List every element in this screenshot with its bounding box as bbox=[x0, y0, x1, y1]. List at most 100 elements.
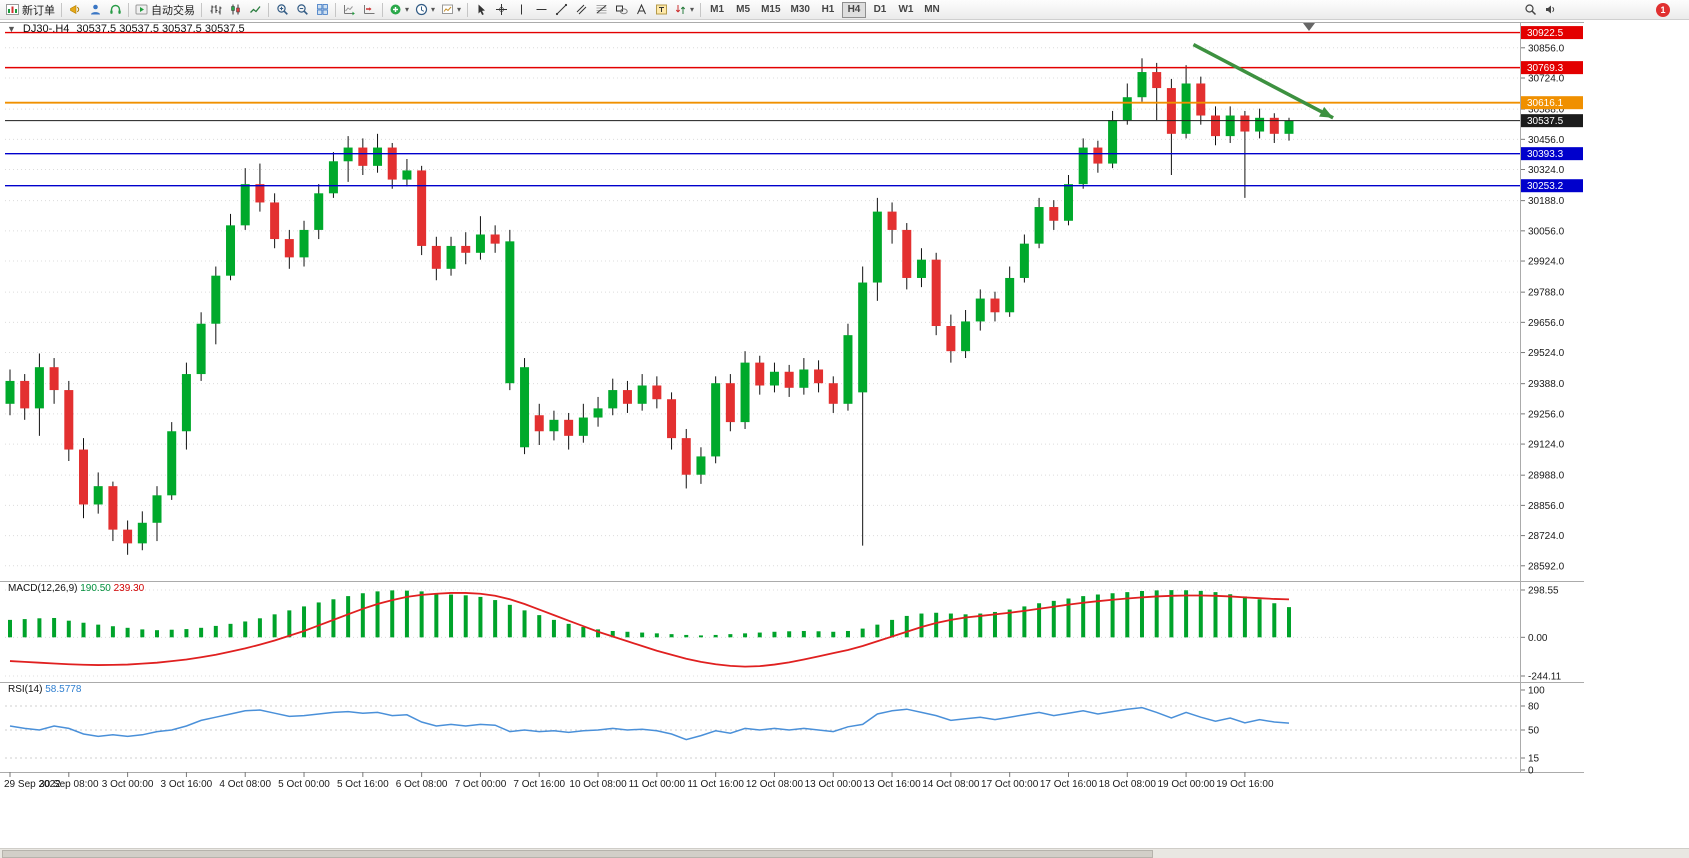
candle-body[interactable] bbox=[711, 383, 721, 457]
contacts-button[interactable] bbox=[85, 1, 105, 18]
candle-body[interactable] bbox=[916, 259, 926, 278]
horizontal-line-button[interactable] bbox=[531, 1, 551, 18]
candle-body[interactable] bbox=[387, 147, 397, 180]
candle-body[interactable] bbox=[137, 522, 147, 544]
candle-body[interactable] bbox=[123, 529, 133, 544]
candle-body[interactable] bbox=[181, 374, 191, 432]
candle-body[interactable] bbox=[402, 170, 412, 180]
timeframe-h4-button[interactable]: H4 bbox=[841, 1, 866, 18]
candle-body[interactable] bbox=[328, 161, 338, 194]
candle-body[interactable] bbox=[475, 234, 485, 253]
chart-shift-marker[interactable] bbox=[1303, 23, 1315, 31]
candle-body[interactable] bbox=[975, 298, 985, 322]
candle-body[interactable] bbox=[622, 390, 632, 404]
timeframe-m1-button[interactable]: M1 bbox=[705, 2, 729, 18]
candle-body[interactable] bbox=[755, 362, 765, 386]
candle-body[interactable] bbox=[20, 380, 30, 409]
candle-body[interactable] bbox=[1225, 115, 1235, 137]
one-click-trading-toggle[interactable]: ▼ bbox=[7, 24, 16, 34]
candle-body[interactable] bbox=[1093, 147, 1103, 164]
candle-body[interactable] bbox=[887, 211, 897, 230]
candle-body[interactable] bbox=[108, 486, 118, 530]
candle-body[interactable] bbox=[578, 417, 588, 436]
scrollbar-thumb[interactable] bbox=[2, 850, 1153, 858]
text-label-button[interactable] bbox=[651, 1, 671, 18]
candle-body[interactable] bbox=[93, 486, 103, 505]
timeframe-m15-button[interactable]: M15 bbox=[757, 2, 784, 18]
fibonacci-button[interactable] bbox=[591, 1, 611, 18]
candle-body[interactable] bbox=[490, 234, 500, 244]
cursor-button[interactable] bbox=[471, 1, 491, 18]
candle-body[interactable] bbox=[990, 298, 1000, 313]
indicators-button[interactable]: ▾ bbox=[386, 1, 412, 18]
candle-body[interactable] bbox=[255, 184, 265, 203]
candle-body[interactable] bbox=[667, 399, 677, 439]
tile-windows-button[interactable] bbox=[312, 1, 332, 18]
candle-body[interactable] bbox=[1019, 243, 1029, 278]
auto-scroll-button[interactable] bbox=[339, 1, 359, 18]
zoom-out-button[interactable] bbox=[292, 1, 312, 18]
candle-body[interactable] bbox=[1034, 207, 1044, 244]
candle-body[interactable] bbox=[446, 245, 456, 269]
new-order-button[interactable]: 新订单 bbox=[3, 1, 58, 18]
trend-arrow-line[interactable] bbox=[1192, 43, 1334, 120]
candle-body[interactable] bbox=[872, 211, 882, 283]
candle-body[interactable] bbox=[931, 259, 941, 327]
candle-body[interactable] bbox=[1181, 83, 1191, 134]
text-button[interactable] bbox=[631, 1, 651, 18]
crosshair-button[interactable] bbox=[491, 1, 511, 18]
timeframe-m5-button[interactable]: M5 bbox=[731, 2, 755, 18]
trendline-button[interactable] bbox=[551, 1, 571, 18]
candle-body[interactable] bbox=[1078, 147, 1088, 185]
candle-body[interactable] bbox=[211, 275, 221, 324]
candle-body[interactable] bbox=[417, 170, 427, 246]
zoom-in-button[interactable] bbox=[272, 1, 292, 18]
candle-body[interactable] bbox=[1108, 120, 1118, 164]
candle-body[interactable] bbox=[902, 229, 912, 278]
arrows-button[interactable]: ▾ bbox=[671, 1, 697, 18]
line-chart-button[interactable] bbox=[245, 1, 265, 18]
chart-shift-button[interactable] bbox=[359, 1, 379, 18]
candle-body[interactable] bbox=[343, 147, 353, 162]
candle-body[interactable] bbox=[1005, 277, 1015, 313]
candle-body[interactable] bbox=[1284, 120, 1294, 134]
candle-body[interactable] bbox=[593, 408, 603, 418]
candle-body[interactable] bbox=[299, 229, 309, 258]
candlestick-chart-button[interactable] bbox=[225, 1, 245, 18]
timeframe-d1-button[interactable]: D1 bbox=[868, 2, 892, 18]
candle-body[interactable] bbox=[167, 431, 177, 496]
candle-body[interactable] bbox=[152, 495, 162, 523]
candle-body[interactable] bbox=[564, 419, 574, 436]
candle-body[interactable] bbox=[314, 193, 324, 230]
candle-body[interactable] bbox=[240, 184, 250, 226]
candle-body[interactable] bbox=[1137, 72, 1147, 98]
notification-badge[interactable]: 1 bbox=[1656, 2, 1670, 17]
vertical-line-button[interactable] bbox=[511, 1, 531, 18]
candle-body[interactable] bbox=[1240, 115, 1250, 132]
candle-body[interactable] bbox=[946, 326, 956, 352]
candle-body[interactable] bbox=[34, 367, 44, 409]
auto-trading-button[interactable]: 自动交易 bbox=[132, 1, 198, 18]
periods-button[interactable]: ▾ bbox=[412, 1, 438, 18]
candle-body[interactable] bbox=[1152, 72, 1162, 89]
candle-body[interactable] bbox=[681, 438, 691, 475]
candle-body[interactable] bbox=[1049, 207, 1059, 221]
timeframe-w1-button[interactable]: W1 bbox=[894, 2, 918, 18]
candle-body[interactable] bbox=[828, 383, 838, 404]
shapes-button[interactable] bbox=[611, 1, 631, 18]
candle-body[interactable] bbox=[1196, 83, 1206, 116]
trend-arrow-head[interactable] bbox=[1319, 106, 1334, 118]
timeframe-m30-button[interactable]: M30 bbox=[787, 2, 814, 18]
candle-body[interactable] bbox=[1166, 88, 1176, 134]
candle-body[interactable] bbox=[373, 147, 383, 166]
sound-button[interactable] bbox=[1540, 1, 1560, 18]
candle-body[interactable] bbox=[196, 323, 206, 375]
candle-body[interactable] bbox=[358, 147, 368, 166]
candle-body[interactable] bbox=[270, 202, 280, 240]
candle-body[interactable] bbox=[226, 225, 236, 276]
candle-body[interactable] bbox=[799, 369, 809, 388]
candle-body[interactable] bbox=[1269, 117, 1279, 134]
candle-body[interactable] bbox=[740, 362, 750, 423]
candle-body[interactable] bbox=[534, 415, 544, 432]
